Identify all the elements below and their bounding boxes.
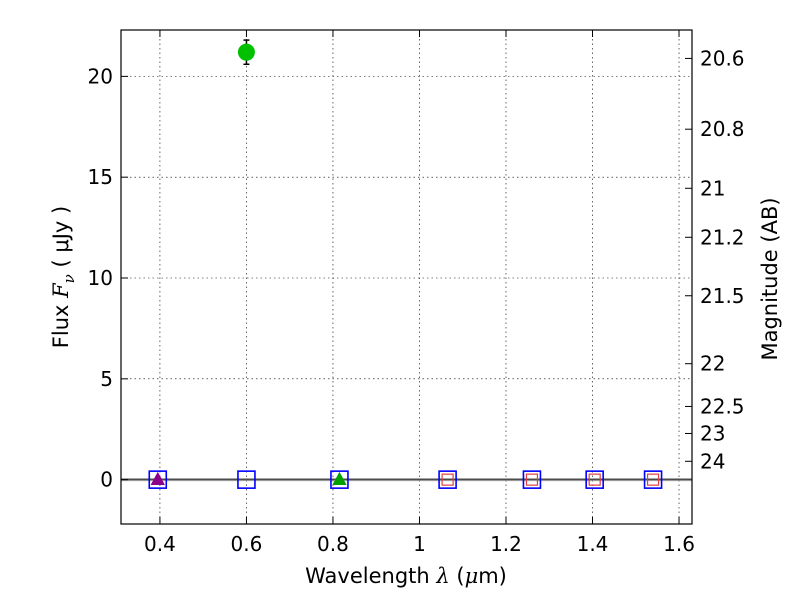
y2-tick-label: 21.5: [700, 284, 745, 308]
y-axis-label-prefix: Flux: [49, 298, 73, 348]
data-point-small-red-squares: [588, 473, 601, 486]
y2-tick-label: 24: [700, 449, 725, 473]
data-point-small-red-squares: [441, 473, 454, 486]
y-tick-label: 20: [88, 64, 113, 88]
x-axis-label-unit-rest: m): [478, 564, 507, 588]
x-tick-label: 0.8: [317, 532, 349, 556]
x-tick-label: 0.4: [144, 532, 176, 556]
x-tick-label: 1.4: [577, 532, 609, 556]
y-axis-label-unit: ( μJy ): [49, 206, 73, 274]
data-point-upper-limit-boxes: [643, 470, 663, 489]
x-tick-label: 0.6: [231, 532, 263, 556]
y-axis-label-subscript: ν: [60, 274, 78, 283]
data-point-detection: [237, 43, 255, 61]
plot-frame: [120, 29, 693, 525]
y2-tick-label: 22: [700, 352, 725, 376]
y-tick-label: 10: [88, 266, 113, 290]
data-point-upper-limit-boxes: [522, 470, 542, 489]
data-marks: [148, 39, 663, 489]
y2-axis-label: Magnitude (AB): [758, 197, 782, 360]
y-tick-label: 15: [88, 165, 113, 189]
data-point-upper-limit-boxes: [330, 470, 349, 489]
data-point-triangle-purple: [150, 471, 165, 486]
x-axis-label-symbol: λ: [435, 564, 449, 588]
y-tick-label: 5: [100, 367, 113, 391]
ticks: 0.4 0.6 0.8 1 1.2 1.4 1.6 0 5 10 15 20 20.6 20.8 21 21.…: [88, 30, 745, 556]
data-point-upper-limit-boxes: [438, 470, 457, 489]
data-point-triangle-green: [332, 471, 347, 486]
x-tick-label: 1.6: [663, 532, 695, 556]
y-tick-label: 0: [100, 468, 113, 492]
y2-tick-label: 20.8: [700, 117, 745, 141]
y2-tick-label: 21: [700, 176, 725, 200]
data-point-upper-limit-boxes: [148, 470, 168, 489]
y2-tick-label: 23: [700, 421, 725, 445]
x-axis-label-unit-open: (: [450, 564, 465, 588]
y-axis-label: Flux Fν ( μJy ): [49, 206, 78, 348]
data-point-small-red-squares: [646, 473, 660, 486]
x-axis-label: Wavelength λ (μm): [305, 564, 507, 588]
y2-tick-label: 22.5: [700, 394, 745, 418]
x-axis-label-unit-mu: μ: [465, 564, 479, 588]
x-tick-label: 1.2: [490, 532, 522, 556]
data-point-upper-limit-boxes: [585, 470, 604, 489]
x-tick-label: 1: [413, 532, 426, 556]
y2-tick-label: 21.2: [700, 225, 745, 249]
data-point-small-red-squares: [525, 473, 539, 486]
data-point-upper-limit-boxes: [237, 470, 256, 489]
x-axis-label-prefix: Wavelength: [305, 564, 436, 588]
grid: [121, 30, 692, 524]
y2-tick-label: 20.6: [700, 46, 745, 70]
y-axis-label-symbol: F: [49, 282, 73, 299]
